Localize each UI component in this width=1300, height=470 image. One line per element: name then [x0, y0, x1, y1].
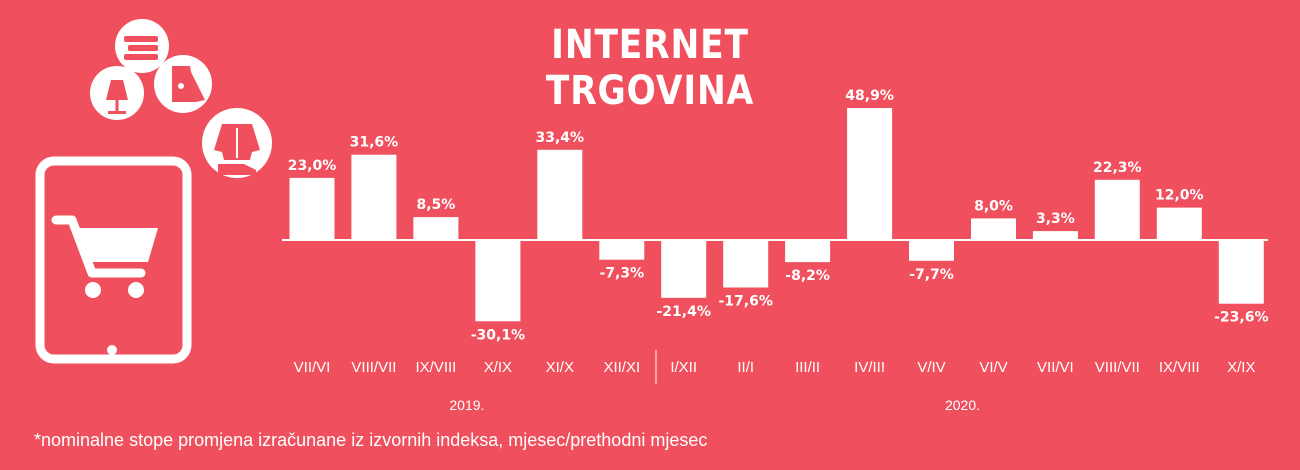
value-label-15: 12,0%	[1155, 188, 1204, 204]
value-label-11: -7,7%	[909, 267, 954, 283]
value-label-9: -8,2%	[785, 268, 830, 284]
category-label-12: VI/V	[979, 359, 1007, 376]
category-label-16: X/IX	[1227, 359, 1255, 376]
books-icon	[115, 19, 169, 73]
icons-illustration	[35, 19, 272, 364]
value-label-16: -23,6%	[1214, 310, 1268, 326]
bar-12	[971, 218, 1016, 240]
category-label-11: V/IV	[917, 359, 945, 376]
bar-7	[661, 240, 707, 298]
value-label-14: 22,3%	[1093, 160, 1142, 176]
bar-8	[723, 240, 769, 288]
value-label-2: 31,6%	[350, 135, 399, 151]
year-label-1: 2019.	[449, 397, 484, 413]
bar-2	[351, 154, 397, 240]
bar-4	[475, 240, 521, 322]
year-label-2: 2020.	[945, 397, 980, 413]
category-label-10: IV/III	[854, 359, 885, 376]
value-label-3: 8,5%	[416, 197, 455, 213]
bar-16	[1218, 240, 1264, 304]
value-label-6: -7,3%	[599, 266, 644, 282]
labels-layer: 23,0% VII/VI 31,6% VIII/VII 8,5% IX/VIII -30,1…	[288, 88, 1269, 413]
value-label-10: 48,9%	[845, 88, 894, 104]
value-label-1: 23,0%	[288, 158, 337, 174]
value-label-4: -30,1%	[471, 327, 525, 343]
bar-15	[1156, 207, 1202, 240]
category-label-7: I/XII	[670, 359, 697, 376]
value-label-8: -17,6%	[719, 294, 773, 310]
value-label-13: 3,3%	[1036, 211, 1075, 227]
value-label-12: 8,0%	[974, 198, 1013, 214]
category-label-1: VII/VI	[294, 359, 331, 376]
category-label-13: VII/VI	[1037, 359, 1074, 376]
bar-3	[413, 217, 459, 240]
bar-13	[1032, 231, 1078, 240]
lamp-icon	[90, 66, 144, 120]
category-label-14: VIII/VII	[1095, 359, 1140, 376]
bar-9	[785, 240, 831, 263]
chart-title: INTERNET TRGOVINA	[545, 22, 755, 114]
value-label-7: -21,4%	[657, 304, 711, 320]
category-label-9: III/II	[795, 359, 820, 376]
category-label-5: XI/X	[546, 359, 574, 376]
bar-14	[1094, 179, 1140, 240]
bar-chart: 23,0% VII/VI 31,6% VIII/VII 8,5% IX/VIII -30,1…	[282, 88, 1269, 413]
bar-6	[599, 240, 645, 260]
category-label-4: X/IX	[484, 359, 512, 376]
category-label-3: IX/VIII	[415, 359, 456, 376]
value-label-5: 33,4%	[536, 130, 585, 146]
bars-layer	[289, 108, 1264, 322]
category-label-15: IX/VIII	[1159, 359, 1200, 376]
clothing-icon	[202, 108, 272, 178]
bar-10	[847, 108, 893, 240]
fridge-icon	[154, 55, 212, 113]
category-label-8: II/I	[737, 359, 754, 376]
tablet-cart-icon	[35, 156, 192, 364]
bar-11	[909, 240, 954, 261]
category-label-6: XII/XI	[603, 359, 640, 376]
bar-5	[537, 149, 583, 240]
category-label-2: VIII/VII	[351, 359, 396, 376]
footnote: *nominalne stope promjena izračunane iz …	[34, 430, 708, 450]
bar-1	[289, 177, 335, 240]
